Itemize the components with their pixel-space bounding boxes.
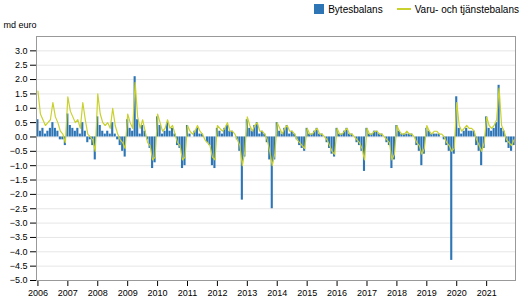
svg-text:2007: 2007 bbox=[58, 288, 78, 298]
svg-text:−2.5: −2.5 bbox=[10, 204, 28, 214]
svg-text:2014: 2014 bbox=[267, 288, 287, 298]
svg-text:2009: 2009 bbox=[118, 288, 138, 298]
svg-text:0.0: 0.0 bbox=[15, 132, 28, 142]
svg-text:2010: 2010 bbox=[148, 288, 168, 298]
svg-text:−0.5: −0.5 bbox=[10, 146, 28, 156]
svg-text:2011: 2011 bbox=[178, 288, 197, 298]
svg-text:2021: 2021 bbox=[477, 288, 497, 298]
svg-text:−4.5: −4.5 bbox=[10, 261, 28, 271]
svg-text:−5.0: −5.0 bbox=[10, 275, 28, 285]
svg-text:2019: 2019 bbox=[417, 288, 437, 298]
svg-text:2018: 2018 bbox=[387, 288, 407, 298]
svg-text:−1.0: −1.0 bbox=[10, 161, 28, 171]
svg-text:1.5: 1.5 bbox=[15, 89, 28, 99]
svg-text:0.5: 0.5 bbox=[15, 117, 28, 127]
svg-text:2006: 2006 bbox=[28, 288, 48, 298]
svg-text:−3.0: −3.0 bbox=[10, 218, 28, 228]
html-text:Bytesbalans: Bytesbalans bbox=[328, 3, 383, 15]
svg-text:−1.5: −1.5 bbox=[10, 175, 28, 185]
svg-text:2016: 2016 bbox=[327, 288, 347, 298]
svg-text:md euro: md euro bbox=[4, 20, 37, 30]
svg-text:2.0: 2.0 bbox=[15, 74, 28, 84]
svg-text:1.0: 1.0 bbox=[15, 103, 28, 113]
svg-text:−2.0: −2.0 bbox=[10, 189, 28, 199]
html-text:Varu- och tjänstebalans: Varu- och tjänstebalans bbox=[414, 3, 519, 15]
svg-text:−3.5: −3.5 bbox=[10, 232, 28, 242]
svg-text:2020: 2020 bbox=[447, 288, 467, 298]
svg-text:2008: 2008 bbox=[88, 288, 108, 298]
svg-text:2.5: 2.5 bbox=[15, 60, 28, 70]
svg-text:2012: 2012 bbox=[207, 288, 227, 298]
svg-text:2017: 2017 bbox=[357, 288, 377, 298]
svg-text:2013: 2013 bbox=[237, 288, 257, 298]
svg-text:2015: 2015 bbox=[297, 288, 317, 298]
svg-text:3.0: 3.0 bbox=[15, 46, 28, 56]
svg-text:−4.0: −4.0 bbox=[10, 247, 28, 257]
